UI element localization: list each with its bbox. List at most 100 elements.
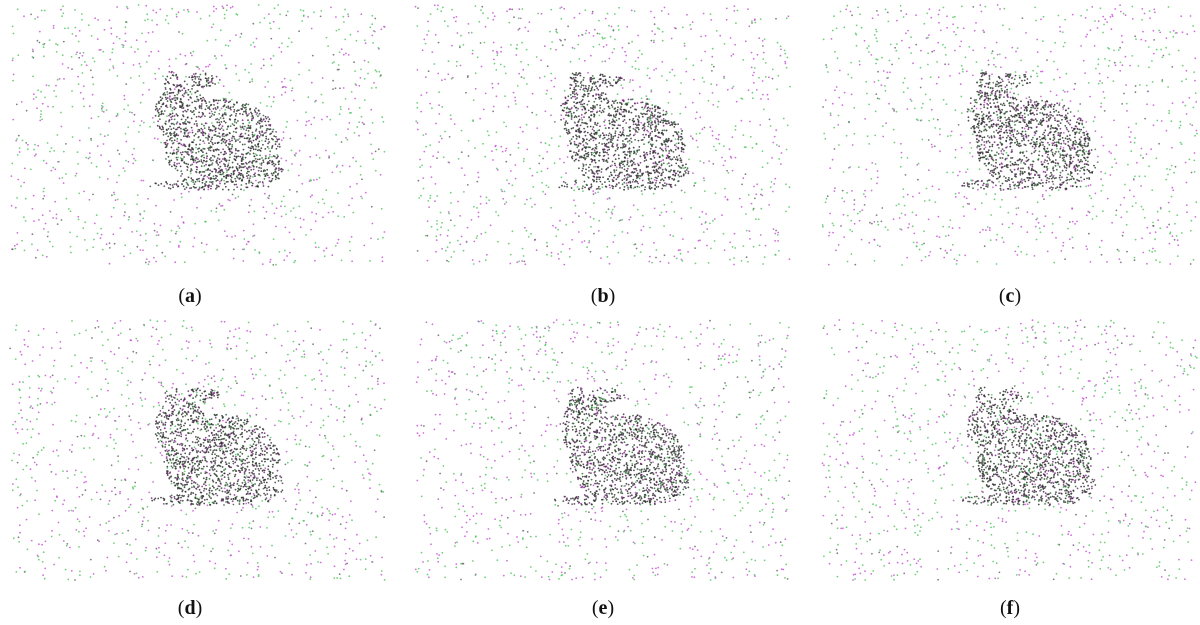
bunny-point bbox=[247, 152, 249, 154]
bunny-point bbox=[154, 182, 156, 184]
noise-point bbox=[550, 48, 552, 50]
noise-point bbox=[1104, 110, 1106, 112]
noise-point bbox=[756, 89, 758, 91]
noise-point bbox=[625, 55, 627, 57]
noise-point bbox=[312, 55, 314, 57]
noise-point bbox=[614, 235, 616, 237]
noise-point bbox=[148, 55, 150, 57]
noise-point bbox=[955, 34, 957, 36]
bunny-point bbox=[607, 167, 609, 169]
noise-point bbox=[468, 32, 470, 34]
noise-point bbox=[547, 65, 549, 67]
bunny-point bbox=[214, 111, 216, 113]
noise-point bbox=[619, 220, 621, 222]
bunny-point bbox=[176, 152, 178, 154]
noise-point bbox=[77, 76, 79, 78]
bunny-point bbox=[602, 159, 604, 161]
noise-point bbox=[260, 102, 262, 104]
noise-point bbox=[273, 96, 275, 98]
noise-point bbox=[210, 210, 212, 212]
bunny-point bbox=[659, 182, 661, 184]
bunny-point bbox=[174, 162, 176, 164]
bunny-point bbox=[166, 140, 168, 142]
bunny-point bbox=[179, 123, 181, 125]
noise-point bbox=[71, 56, 73, 58]
noise-point bbox=[562, 44, 564, 46]
noise-point bbox=[335, 245, 337, 247]
noise-point bbox=[76, 236, 78, 238]
noise-point bbox=[662, 31, 664, 33]
noise-point bbox=[561, 176, 563, 178]
bunny-point bbox=[245, 111, 247, 113]
noise-point bbox=[319, 177, 321, 179]
bunny-point bbox=[635, 123, 637, 125]
noise-point bbox=[1037, 201, 1039, 203]
noise-point bbox=[564, 90, 566, 92]
noise-point bbox=[338, 64, 340, 66]
bunny-point bbox=[581, 84, 583, 86]
noise-point bbox=[544, 76, 546, 78]
bunny-point bbox=[221, 160, 223, 162]
noise-point bbox=[609, 263, 611, 265]
noise-point bbox=[188, 191, 190, 193]
noise-point bbox=[264, 193, 266, 195]
bunny-point bbox=[213, 178, 215, 180]
noise-point bbox=[70, 246, 72, 248]
noise-point bbox=[488, 199, 490, 201]
bunny-point bbox=[618, 182, 620, 184]
bunny-point bbox=[593, 113, 595, 115]
noise-point bbox=[127, 126, 129, 128]
bunny-point bbox=[582, 138, 584, 140]
noise-point bbox=[618, 29, 620, 31]
noise-point bbox=[492, 111, 494, 113]
noise-point bbox=[844, 92, 846, 94]
bunny-point bbox=[625, 103, 627, 105]
bunny-point bbox=[602, 110, 604, 112]
bunny-point bbox=[627, 176, 629, 178]
noise-point bbox=[640, 122, 642, 124]
noise-point bbox=[574, 184, 576, 186]
noise-point bbox=[201, 242, 203, 244]
bunny-point bbox=[254, 175, 256, 177]
noise-point bbox=[61, 219, 63, 221]
noise-point bbox=[364, 60, 366, 62]
noise-point bbox=[877, 177, 879, 179]
bunny-point bbox=[149, 186, 151, 188]
bunny-point bbox=[213, 104, 215, 106]
bunny-point bbox=[155, 115, 157, 117]
noise-point bbox=[527, 64, 529, 66]
noise-point bbox=[332, 62, 334, 64]
noise-point bbox=[864, 204, 866, 206]
noise-point bbox=[473, 263, 475, 265]
noise-point bbox=[597, 191, 599, 193]
bunny-point bbox=[659, 107, 661, 109]
bunny-point bbox=[683, 149, 685, 151]
noise-point bbox=[1094, 149, 1096, 151]
noise-point bbox=[868, 45, 870, 47]
noise-point bbox=[326, 37, 328, 39]
bunny-point bbox=[619, 187, 621, 189]
noise-point bbox=[281, 51, 283, 53]
bunny-point bbox=[173, 109, 175, 111]
bunny-point bbox=[576, 136, 578, 138]
noise-point bbox=[631, 66, 633, 68]
bunny-point bbox=[171, 133, 173, 135]
noise-point bbox=[287, 46, 289, 48]
noise-point bbox=[77, 151, 79, 153]
noise-point bbox=[482, 143, 484, 145]
bunny-point bbox=[638, 165, 640, 167]
noise-point bbox=[430, 166, 432, 168]
noise-point bbox=[585, 33, 587, 35]
bunny-point bbox=[582, 168, 584, 170]
noise-point bbox=[142, 249, 144, 251]
noise-point bbox=[179, 227, 181, 229]
bunny-point bbox=[624, 165, 626, 167]
bunny-point bbox=[259, 158, 261, 160]
noise-point bbox=[343, 21, 345, 23]
noise-point bbox=[229, 200, 231, 202]
noise-point bbox=[630, 216, 632, 218]
noise-point bbox=[595, 192, 597, 194]
noise-point bbox=[1151, 60, 1153, 62]
noise-point bbox=[344, 9, 346, 11]
noise-point bbox=[671, 201, 673, 203]
